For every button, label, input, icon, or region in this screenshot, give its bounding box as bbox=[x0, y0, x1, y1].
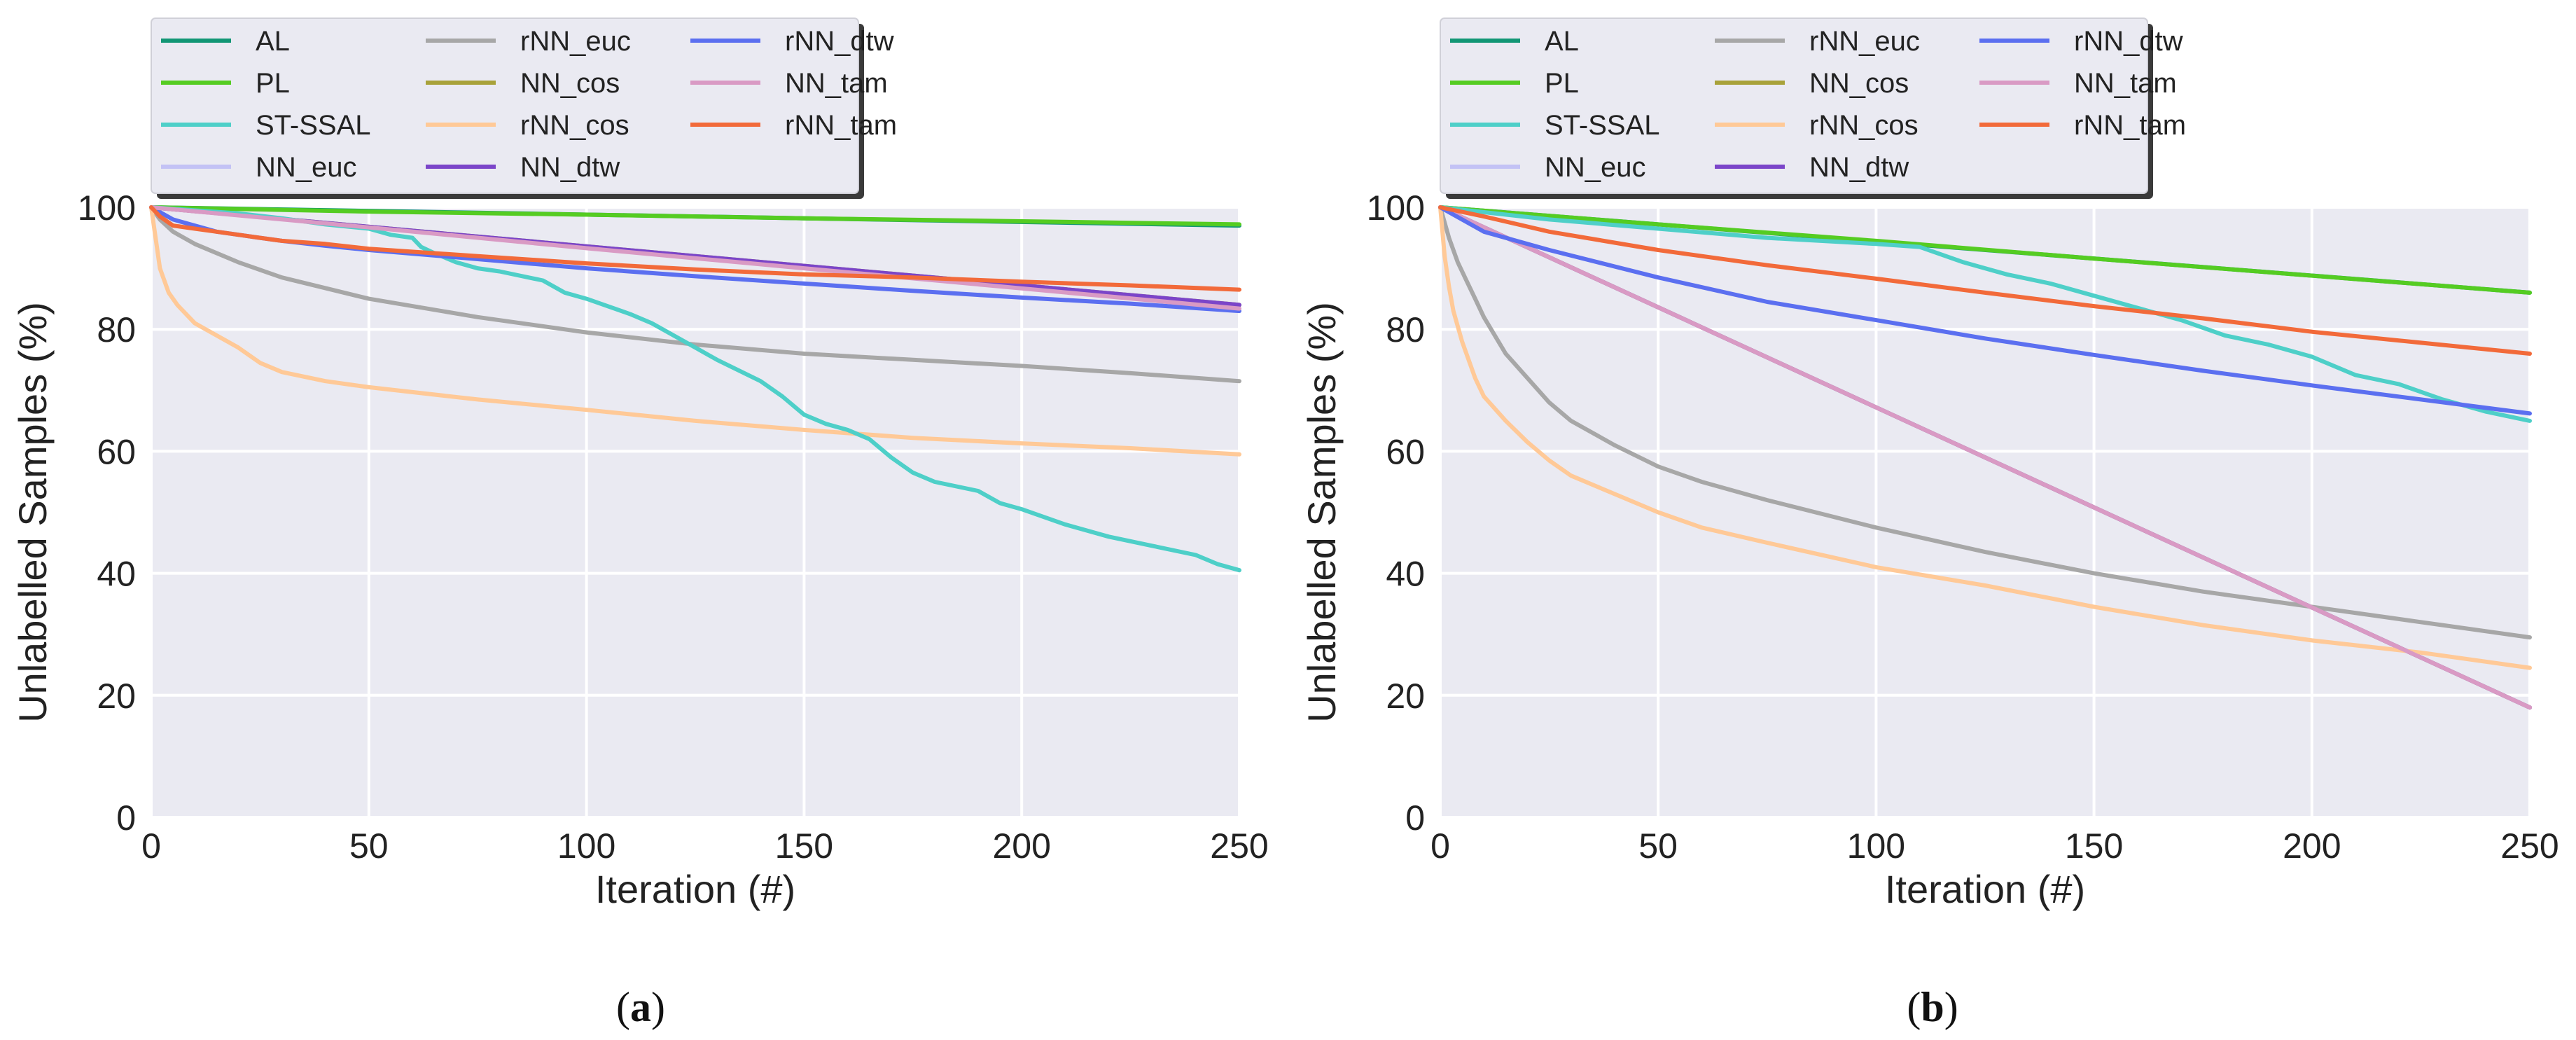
series-line-st-ssal bbox=[1438, 205, 2532, 423]
legend-label: NN_tam bbox=[2074, 68, 2177, 99]
legend-item: NN_cos bbox=[1715, 68, 1909, 99]
legend-label: PL bbox=[1545, 68, 1579, 99]
x-tick-label: 200 bbox=[2283, 826, 2341, 866]
x-tick-label: 0 bbox=[141, 826, 161, 866]
legend-item: ST-SSAL bbox=[161, 110, 371, 141]
legend-label: PL bbox=[256, 68, 290, 99]
x-tick-label: 50 bbox=[349, 826, 389, 866]
legend-label: rNN_euc bbox=[1809, 26, 1920, 57]
x-tick-label: 0 bbox=[1430, 826, 1450, 866]
legend-item: NN_cos bbox=[426, 68, 620, 99]
series-line-rnn-cos bbox=[1438, 205, 2532, 670]
y-axis-label: Unlabelled Samples (%) bbox=[11, 302, 55, 723]
legend-label: NN_dtw bbox=[1809, 152, 1909, 183]
legend-item: rNN_cos bbox=[426, 110, 629, 141]
x-tick-label: 200 bbox=[992, 826, 1050, 866]
legend-item: NN_tam bbox=[1979, 68, 2177, 99]
legend-item: NN_euc bbox=[161, 152, 357, 183]
series-line-rnn-euc bbox=[149, 205, 1241, 384]
legend-box bbox=[1440, 18, 2148, 194]
y-tick-label: 80 bbox=[97, 310, 136, 349]
x-axis-label: Iteration (#) bbox=[1885, 867, 2085, 911]
legend-item: AL bbox=[1450, 26, 1579, 57]
x-tick-label: 50 bbox=[1638, 826, 1678, 866]
legend-item: rNN_euc bbox=[426, 26, 631, 57]
series-line-rnn-tam bbox=[1438, 205, 2532, 356]
legend-label: rNN_tam bbox=[785, 110, 897, 141]
legend-label: rNN_cos bbox=[520, 110, 629, 141]
legend-label: NN_euc bbox=[256, 152, 357, 183]
series-line-rnn-euc bbox=[1438, 205, 2532, 640]
series-line-nn-tam bbox=[1438, 205, 2532, 710]
legend-item: rNN_cos bbox=[1715, 110, 1919, 141]
y-tick-label: 80 bbox=[1386, 310, 1425, 349]
legend-label: rNN_dtw bbox=[2074, 26, 2183, 57]
legend-item: AL bbox=[161, 26, 290, 57]
legend-item: ST-SSAL bbox=[1450, 110, 1660, 141]
legend: AL PL ST-SSAL NN_euc rNN_euc NN_cos rNN_cos NN_… bbox=[1440, 18, 2186, 199]
y-tick-label: 20 bbox=[97, 677, 136, 716]
x-axis-label: Iteration (#) bbox=[595, 867, 795, 911]
x-tick-label: 100 bbox=[557, 826, 615, 866]
series-line-rnn-cos bbox=[149, 205, 1241, 457]
y-axis-label: Unlabelled Samples (%) bbox=[1300, 302, 1344, 723]
x-tick-label: 100 bbox=[1847, 826, 1905, 866]
legend-label: AL bbox=[256, 26, 290, 57]
series-line-rnn-dtw bbox=[1438, 205, 2532, 416]
legend-item: NN_tam bbox=[690, 68, 888, 99]
y-tick-label: 100 bbox=[1367, 188, 1425, 228]
y-tick-label: 60 bbox=[1386, 432, 1425, 471]
legend-label: ST-SSAL bbox=[256, 110, 371, 141]
x-tick-label: 250 bbox=[2500, 826, 2558, 866]
x-tick-label: 150 bbox=[2065, 826, 2123, 866]
legend-item: NN_dtw bbox=[1715, 152, 1909, 183]
legend-label: NN_cos bbox=[1809, 68, 1909, 99]
legend-label: NN_cos bbox=[520, 68, 620, 99]
series-line-st-ssal bbox=[149, 205, 1241, 573]
legend-item: PL bbox=[161, 68, 290, 99]
legend-label: NN_tam bbox=[785, 68, 888, 99]
y-tick-label: 0 bbox=[1405, 798, 1425, 838]
legend-label: rNN_tam bbox=[2074, 110, 2186, 141]
y-tick-label: 0 bbox=[116, 798, 136, 838]
panel-caption: (a) bbox=[616, 984, 665, 1030]
legend-item: NN_dtw bbox=[426, 152, 620, 183]
series-line-rnn-tam bbox=[149, 205, 1241, 292]
x-tick-label: 150 bbox=[775, 826, 833, 866]
x-tick-label: 250 bbox=[1210, 826, 1268, 866]
legend-label: rNN_cos bbox=[1809, 110, 1919, 141]
legend-item: rNN_tam bbox=[1979, 110, 2186, 141]
series-line-pl bbox=[149, 205, 1241, 227]
panel-caption: (b) bbox=[1907, 984, 1958, 1030]
y-tick-label: 40 bbox=[1386, 555, 1425, 594]
legend-box bbox=[151, 18, 859, 194]
legend-item: rNN_dtw bbox=[1979, 26, 2183, 57]
legend-item: rNN_tam bbox=[690, 110, 897, 141]
legend-item: NN_euc bbox=[1450, 152, 1646, 183]
legend-label: NN_euc bbox=[1545, 152, 1646, 183]
y-tick-label: 20 bbox=[1386, 677, 1425, 716]
y-tick-label: 40 bbox=[97, 555, 136, 594]
legend-label: rNN_dtw bbox=[785, 26, 894, 57]
legend-label: NN_dtw bbox=[520, 152, 620, 183]
legend-item: PL bbox=[1450, 68, 1579, 99]
legend-label: rNN_euc bbox=[520, 26, 631, 57]
plot-area bbox=[1440, 207, 2530, 817]
plot-area bbox=[151, 207, 1239, 817]
y-tick-label: 60 bbox=[97, 432, 136, 471]
legend-label: ST-SSAL bbox=[1545, 110, 1660, 141]
legend: AL PL ST-SSAL NN_euc rNN_euc NN_cos rNN_cos NN_… bbox=[151, 18, 897, 199]
y-tick-label: 100 bbox=[78, 188, 136, 228]
legend-label: AL bbox=[1545, 26, 1579, 57]
legend-item: rNN_dtw bbox=[690, 26, 894, 57]
legend-item: rNN_euc bbox=[1715, 26, 1920, 57]
series-line-nn-tam bbox=[149, 205, 1241, 311]
series-line-pl bbox=[1438, 205, 2532, 295]
